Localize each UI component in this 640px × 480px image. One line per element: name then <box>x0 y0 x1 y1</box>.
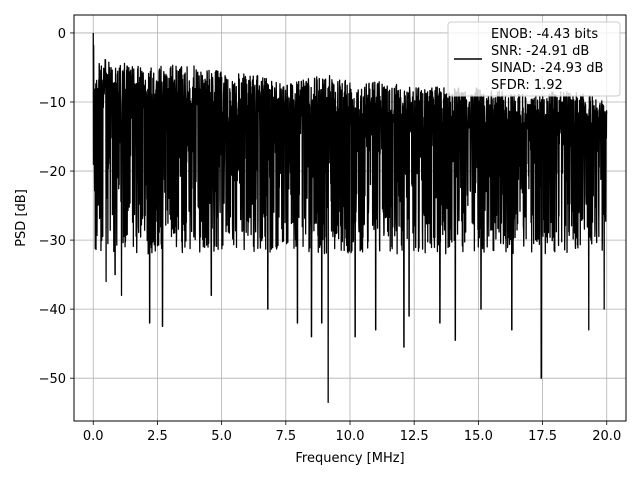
y-tick-label: −10 <box>39 96 66 111</box>
x-tick-label: 17.5 <box>528 429 557 444</box>
x-axis-ticks: 0.0 2.5 5.0 7.5 10.0 12.5 15.0 17.5 20.0 <box>83 421 621 444</box>
legend-snr: SNR: -24.91 dB <box>491 44 589 59</box>
y-axis-label: PSD [dB] <box>14 189 29 247</box>
x-tick-label: 7.5 <box>275 429 296 444</box>
x-tick-label: 0.0 <box>83 429 104 444</box>
y-axis-ticks: 0 −10 −20 −30 −40 −50 <box>39 27 74 387</box>
x-tick-label: 2.5 <box>147 429 168 444</box>
y-tick-label: 0 <box>58 27 66 42</box>
psd-series <box>92 32 608 404</box>
legend-sinad: SINAD: -24.93 dB <box>491 61 603 76</box>
y-tick-label: −30 <box>39 234 66 249</box>
legend-enob: ENOB: -4.43 bits <box>491 27 598 42</box>
y-tick-label: −20 <box>39 165 66 180</box>
x-tick-label: 10.0 <box>336 429 365 444</box>
x-tick-label: 15.0 <box>464 429 493 444</box>
legend-sfdr: SFDR: 1.92 <box>491 78 563 93</box>
x-tick-label: 20.0 <box>592 429 621 444</box>
y-tick-label: −50 <box>39 372 66 387</box>
legend-box <box>447 21 621 97</box>
x-tick-label: 12.5 <box>400 429 429 444</box>
x-tick-label: 5.0 <box>211 429 232 444</box>
y-tick-label: −40 <box>39 303 66 318</box>
legend: ENOB: -4.43 bits SNR: -24.91 dB SINAD: -… <box>447 21 621 97</box>
psd-trace-line <box>92 32 608 404</box>
x-axis-label: Frequency [MHz] <box>295 451 404 466</box>
